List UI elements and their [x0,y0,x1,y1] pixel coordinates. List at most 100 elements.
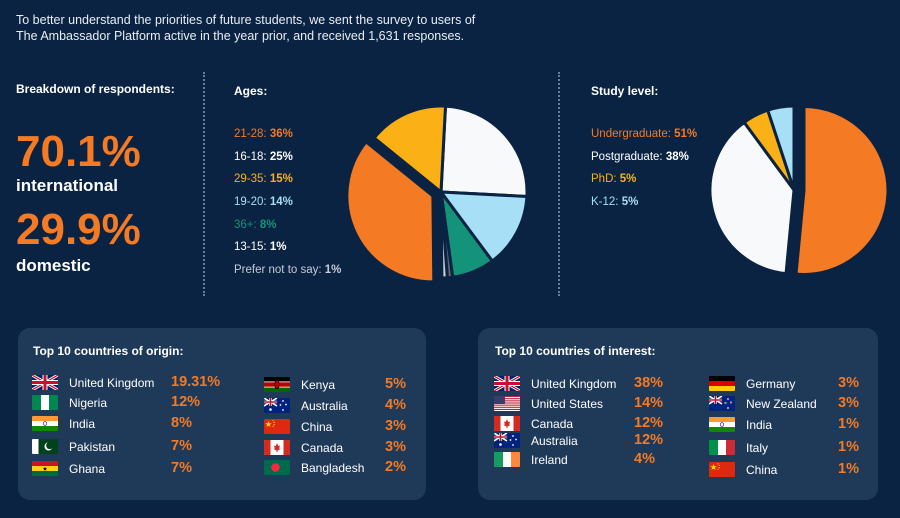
country-percentage: 7% [171,438,192,454]
country-name: Australia [531,434,578,448]
country-name: New Zealand [746,397,817,411]
china-flag-icon [709,462,735,477]
country-percentage: 38% [634,375,664,391]
country-percentage: 3% [838,395,859,411]
interest-country-row: United States 14% [494,395,684,413]
ages-legend-value: 14% [269,196,293,209]
bangladesh-flag-icon [264,460,290,475]
canada-flag-icon [264,440,290,455]
ages-legend-label: Prefer not to say: [234,264,325,277]
ages-slice-16-18 [439,104,529,199]
kenya-flag-icon [264,377,290,392]
country-percentage: 19.31% [171,374,221,390]
new-zealand-flag-icon [709,396,735,411]
ages-slice-19-20 [439,190,529,263]
study-level-slice-postgraduate [708,120,796,276]
country-name: Australia [301,399,348,413]
study-level-chart-title: Study level: [591,84,659,98]
ghana-flag-icon [32,461,58,476]
india-flag-icon [709,417,735,432]
origin-panel: Top 10 countries of origin: United Kingd… [18,328,426,500]
domestic-value: 29.9% [16,205,141,254]
intro-text: To better understand the priorities of f… [16,12,536,44]
study-level-legend-value: 38% [665,150,689,163]
ages-legend-label: 21-28: [234,128,270,140]
country-percentage: 4% [385,397,406,413]
country-name: Canada [531,417,574,431]
origin-country-row: Pakistan 7% [32,438,242,456]
origin-country-row: Bangladesh 2% [264,459,414,477]
country-percentage: 12% [171,394,201,410]
interest-title: Top 10 countries of interest: [495,344,656,358]
country-name: Nigeria [69,396,108,410]
country-percentage: 5% [385,376,406,392]
australia-flag-icon [264,398,290,413]
intro-line-1: To better understand the priorities of f… [16,13,476,27]
ages-legend-label: 36+: [234,218,260,231]
usa-flag-icon [494,396,520,411]
ages-legend-value: 15% [269,173,293,186]
country-percentage: 12% [634,415,664,431]
intro-line-2: The Ambassador Platform active in the ye… [16,29,465,43]
ages-legend-label: 16-18: [234,150,270,163]
pakistan-flag-icon [32,439,58,454]
ages-legend-value: 8% [259,218,277,231]
study-level-legend-value: 51% [674,128,698,140]
country-name: Italy [746,441,769,455]
country-name: Canada [301,441,344,455]
study-level-legend-item-k-12: K-12: 5% [591,195,697,218]
country-name: Ireland [531,453,568,467]
country-percentage: 7% [171,460,192,476]
ages-legend-item-13-15: 13-15: 1% [234,240,341,263]
country-name: United Kingdom [531,377,617,391]
international-value: 70.1% [16,127,141,176]
study-level-slice-k-12 [766,104,796,192]
origin-title: Top 10 countries of origin: [33,344,184,358]
origin-country-row: China 3% [264,418,414,436]
origin-country-row: Canada 3% [264,439,414,457]
domestic-label: domestic [16,256,91,275]
ages-legend-item-29-35: 29-35: 15% [234,172,341,195]
germany-flag-icon [709,376,735,391]
ages-slice-21-28 [345,140,436,284]
country-percentage: 8% [171,415,192,431]
ages-legend-item-16-18: 16-18: 25% [234,150,341,173]
ages-slice-29-35 [372,104,448,194]
country-percentage: 12% [634,432,664,448]
study-level-legend-item-postgraduate: Postgraduate: 38% [591,150,697,173]
origin-country-row: Nigeria 12% [32,394,242,412]
country-percentage: 1% [838,416,859,432]
ages-legend-value: 1% [269,241,287,254]
origin-country-row: Australia 4% [264,397,414,415]
country-name: Ghana [69,462,106,476]
divider-right [558,72,560,296]
interest-panel: Top 10 countries of interest: United Kin… [478,328,878,500]
country-name: India [746,418,773,432]
uk-flag-icon [494,376,520,391]
ireland-flag-icon [494,452,520,467]
country-percentage: 3% [385,418,406,434]
ages-slice-13-15 [439,190,449,280]
interest-country-row: Ireland 4% [494,451,684,469]
country-name: Bangladesh [301,461,365,475]
interest-country-row: Germany 3% [709,375,869,393]
country-percentage: 2% [385,459,406,475]
interest-country-row: New Zealand 3% [709,395,869,413]
india-flag-icon [32,416,58,431]
origin-country-row: Kenya 5% [264,376,414,394]
ages-pie-chart [345,104,529,284]
ages-legend-label: 29-35: [234,173,270,186]
country-percentage: 4% [634,451,655,467]
country-name: India [69,417,96,431]
ages-legend-value: 36% [269,128,293,140]
country-name: China [301,420,333,434]
country-name: United Kingdom [69,376,155,390]
origin-country-row: United Kingdom 19.31% [32,374,242,392]
divider-left [203,72,205,296]
study-level-slice-undergraduate [794,104,890,276]
breakdown-title: Breakdown of respondents: [16,82,175,96]
italy-flag-icon [709,440,735,455]
uk-flag-icon [32,375,58,390]
ages-legend-label: 19-20: [234,196,270,209]
nigeria-flag-icon [32,395,58,410]
